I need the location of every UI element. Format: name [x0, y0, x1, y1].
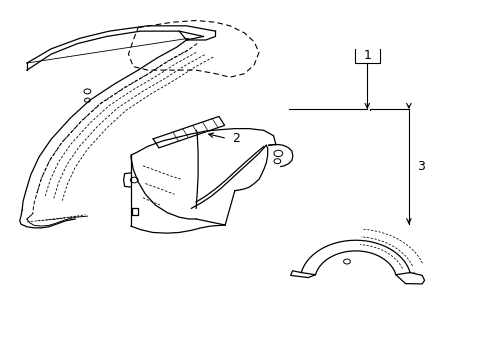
- Text: 1: 1: [363, 49, 370, 62]
- Text: 2: 2: [232, 132, 240, 145]
- Text: 3: 3: [417, 160, 425, 173]
